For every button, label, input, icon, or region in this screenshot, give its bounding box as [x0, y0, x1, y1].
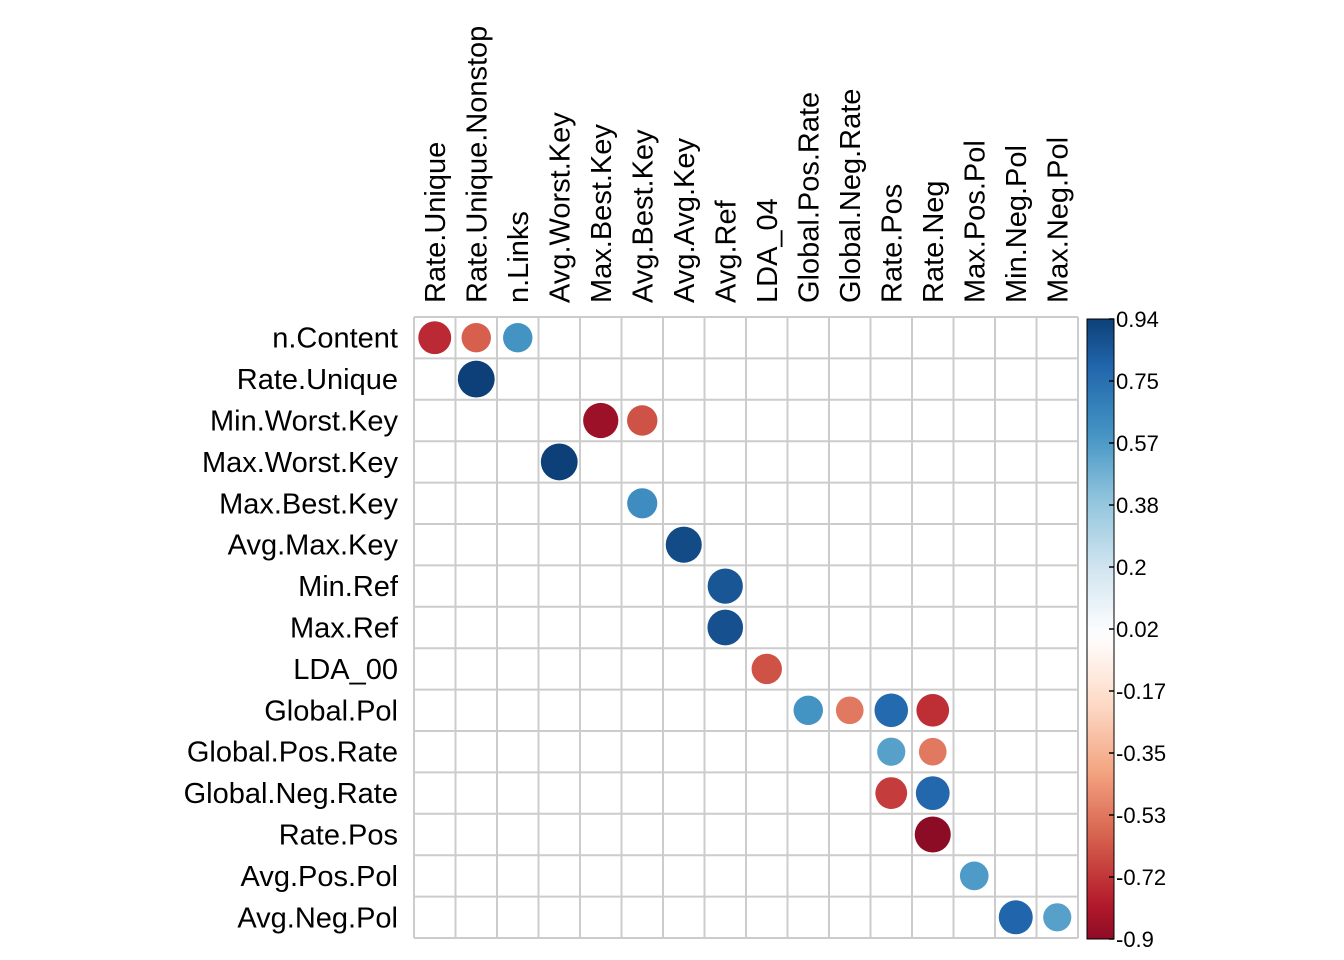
corr-circle-global-neg-rate-rate-neg [915, 776, 950, 810]
corr-circle-n-content-n-links [503, 322, 533, 353]
corr-circle-min-ref-avg-ref [707, 568, 743, 604]
row-label-rate-unique: Rate.Unique [237, 364, 398, 396]
row-label-global-pos-rate: Global.Pos.Rate [187, 737, 398, 769]
colorbar-tick-label: 0.94 [1116, 307, 1159, 332]
corr-circle-n-content-rate-unique [418, 321, 452, 355]
corr-circle-max-best-key-avg-best-key [627, 488, 658, 519]
corr-circle-global-pol-rate-pos [874, 693, 909, 728]
corr-circle-min-worst-key-max-best-key [583, 402, 619, 439]
colorbar: 0.94 0.75 0.57 0.38 0.2 0.02 -0.17 -0.35 -0.53 -0… [1086, 307, 1166, 952]
col-label-global-neg-rate: Global.Neg.Rate [835, 89, 867, 303]
row-label-avg-max-key: Avg.Max.Key [228, 530, 399, 562]
corr-circle-max-ref-avg-ref [707, 609, 744, 646]
colorbar-tick-label: 0.38 [1116, 493, 1159, 518]
row-label-max-ref: Max.Ref [290, 613, 399, 645]
corr-circle-rate-pos-rate-neg [914, 816, 951, 853]
col-label-rate-neg: Rate.Neg [918, 180, 950, 303]
corr-circle-avg-neg-pol-min-neg-pol [998, 900, 1033, 935]
colorbar-tick-label: 0.57 [1116, 431, 1159, 456]
row-label-global-pol: Global.Pol [264, 695, 398, 727]
colorbar-tick-label: -0.72 [1116, 865, 1166, 890]
row-label-max-best-key: Max.Best.Key [219, 488, 398, 520]
corr-circle-avg-neg-pol-max-neg-pol [1043, 903, 1072, 932]
col-label-rate-unique-nonstop: Rate.Unique.Nonstop [461, 26, 493, 303]
corr-circle-avg-max-key-avg-avg-key [665, 526, 702, 563]
col-label-avg-best-key: Avg.Best.Key [627, 129, 659, 303]
col-label-max-best-key: Max.Best.Key [586, 124, 618, 303]
row-label-avg-neg-pol: Avg.Neg.Pol [237, 902, 398, 934]
colorbar-tick-label: -0.35 [1116, 741, 1166, 766]
corr-circle-avg-pos-pol-max-pos-pol [959, 861, 989, 891]
corr-circle-global-pol-global-pos-rate [793, 695, 823, 726]
col-label-avg-worst-key: Avg.Worst.Key [544, 112, 576, 303]
colorbar-tick-label: -0.9 [1116, 927, 1154, 952]
row-label-min-ref: Min.Ref [298, 571, 399, 603]
row-label-min-worst-key: Min.Worst.Key [210, 406, 399, 438]
corr-circle-global-pos-rate-rate-pos [877, 737, 906, 766]
corr-circle-global-pol-rate-neg [916, 693, 950, 727]
row-label-global-neg-rate: Global.Neg.Rate [184, 778, 398, 810]
colorbar-tick-label: -0.53 [1116, 803, 1166, 828]
row-label-max-worst-key: Max.Worst.Key [202, 447, 399, 479]
corr-circle-max-worst-key-avg-worst-key [540, 443, 578, 481]
row-label-lda-00: LDA_00 [293, 654, 398, 686]
grid [413, 316, 1079, 939]
corr-circle-lda-00-lda-04 [751, 653, 782, 685]
col-label-max-neg-pol: Max.Neg.Pol [1042, 137, 1074, 303]
corr-circle-global-pos-rate-rate-neg [918, 737, 947, 766]
row-label-avg-pos-pol: Avg.Pos.Pol [241, 861, 398, 893]
col-label-max-pos-pol: Max.Pos.Pol [959, 140, 991, 303]
row-label-rate-pos: Rate.Pos [279, 820, 398, 852]
col-label-avg-ref: Avg.Ref [710, 199, 742, 303]
col-label-min-neg-pol: Min.Neg.Pol [1001, 145, 1033, 303]
col-label-avg-avg-key: Avg.Avg.Key [669, 138, 701, 303]
column-labels: Rate.Unique Rate.Unique.Nonstop n.Links Avg… [420, 26, 1075, 303]
col-label-global-pos-rate: Global.Pos.Rate [793, 92, 825, 303]
col-label-n-links: n.Links [503, 211, 535, 303]
colorbar-tick-label: 0.02 [1116, 617, 1159, 642]
corr-circle-n-content-rate-unique-nonstop [461, 322, 491, 353]
colorbar-tick-label: 0.75 [1116, 369, 1159, 394]
col-label-rate-unique: Rate.Unique [420, 142, 452, 303]
correlation-circles [418, 321, 1072, 935]
corr-circle-rate-unique-rate-unique-nonstop [457, 360, 495, 398]
row-labels: n.Content Rate.Unique Min.Worst.Key Max.Wor… [184, 323, 399, 935]
corr-circle-min-worst-key-avg-best-key [627, 405, 658, 436]
col-label-lda-04: LDA_04 [752, 198, 784, 303]
corr-circle-global-pol-global-neg-rate [835, 696, 864, 725]
col-label-rate-pos: Rate.Pos [876, 184, 908, 303]
colorbar-tick-label: -0.17 [1116, 679, 1166, 704]
row-label-n-content: n.Content [272, 323, 398, 355]
corr-circle-global-neg-rate-rate-pos [875, 777, 908, 809]
colorbar-tick-label: 0.2 [1116, 555, 1147, 580]
